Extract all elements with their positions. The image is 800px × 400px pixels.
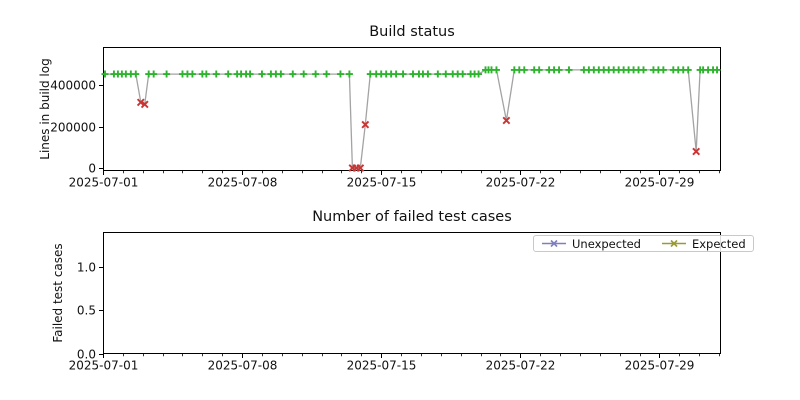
- x-tick-label: 2025-07-22: [486, 359, 556, 373]
- x-tick-label: 2025-07-15: [347, 359, 417, 373]
- y-tick-label: 0.5: [77, 304, 96, 318]
- x-tick-label: 2025-07-22: [486, 176, 556, 190]
- x-marker-icon: [542, 239, 566, 248]
- legend: Unexpected Expected: [533, 235, 754, 252]
- chart-title-failed-test-cases: Number of failed test cases: [312, 209, 512, 225]
- x-tick-label: 2025-07-01: [69, 176, 139, 190]
- build-log-line: [105, 69, 717, 169]
- success-plus-markers: [101, 66, 721, 78]
- x-tick-label: 2025-07-29: [625, 359, 695, 373]
- legend-entry-unexpected: Unexpected: [541, 237, 641, 251]
- legend-label-unexpected: Unexpected: [572, 236, 641, 251]
- x-tick-label: 2025-07-15: [347, 176, 417, 190]
- chart-title-build-status: Build status: [369, 24, 455, 40]
- y-tick-label: 200000: [50, 121, 96, 135]
- y-tick-label: 1.0: [77, 261, 96, 275]
- x-tick-label: 2025-07-01: [69, 359, 139, 373]
- legend-entry-expected: Expected: [661, 237, 746, 251]
- failure-x-markers: [136, 98, 701, 172]
- legend-label-expected: Expected: [691, 236, 746, 251]
- x-tick-label: 2025-07-29: [625, 176, 695, 190]
- y-tick-label: 400000: [50, 79, 96, 93]
- y-tick-label: 0: [88, 162, 96, 176]
- x-tick-label: 2025-07-08: [208, 176, 278, 190]
- plot-border: [103, 232, 721, 354]
- x-tick-label: 2025-07-08: [208, 359, 278, 373]
- plot-border: [103, 47, 721, 171]
- x-marker-icon: [661, 239, 686, 248]
- y-tick-label: 0.0: [77, 348, 96, 362]
